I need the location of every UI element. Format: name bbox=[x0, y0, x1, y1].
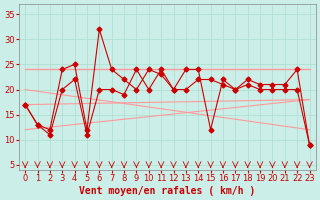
X-axis label: Vent moyen/en rafales ( km/h ): Vent moyen/en rafales ( km/h ) bbox=[79, 186, 255, 196]
